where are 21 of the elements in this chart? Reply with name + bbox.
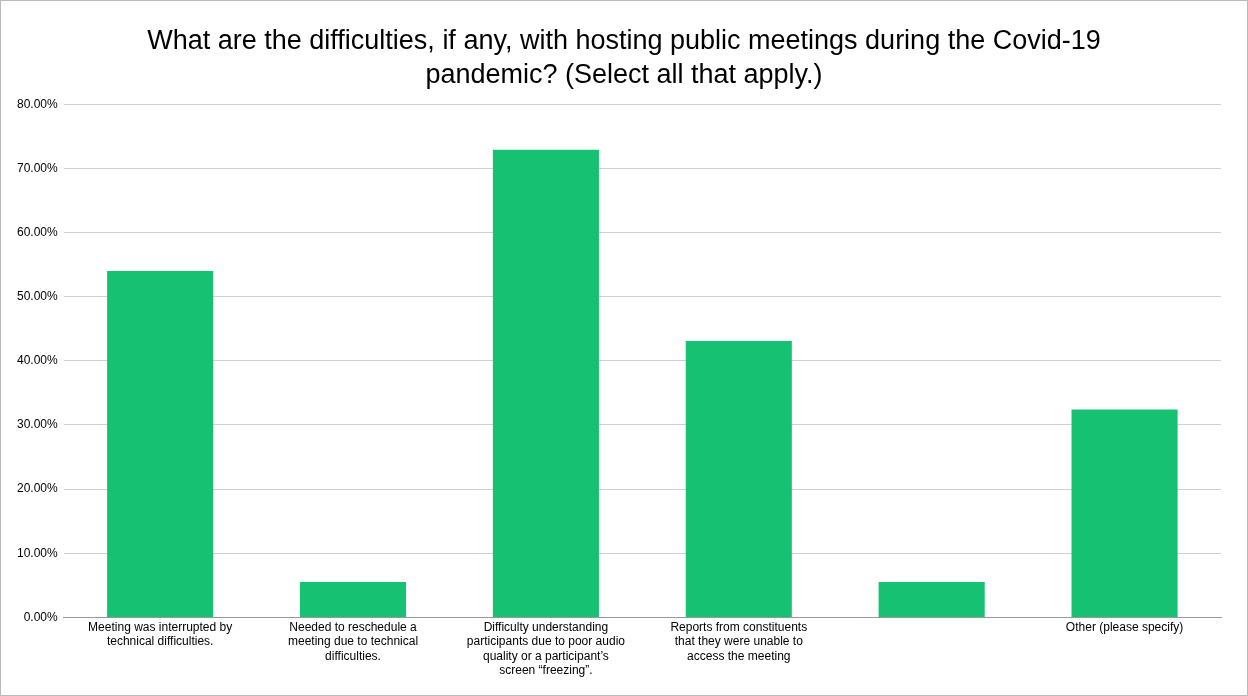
bar bbox=[299, 582, 407, 617]
x-tick-label: Reports from constituents that they were unable to access the meeting bbox=[670, 619, 808, 663]
x-tick-label: Needed to reschedule a meeting due to technical difficulties. bbox=[287, 619, 419, 663]
y-tick-label: 40.00% bbox=[17, 353, 59, 368]
y-tick-label: 80.00% bbox=[17, 96, 59, 111]
x-tick-label: Other (please specify) bbox=[1065, 619, 1184, 634]
y-tick-label: 70.00% bbox=[17, 160, 59, 175]
y-tick-label: 30.00% bbox=[17, 417, 59, 432]
y-tick-label: 0.00% bbox=[23, 609, 59, 624]
x-tick-label: Difficulty understanding participants due to poor audio quality or a participant’s screen “freezing”. bbox=[466, 619, 626, 678]
bar bbox=[492, 149, 599, 617]
chart-title: What are the difficulties, if any, with hosting public meetings during the Covid-19 pandemic? (Select all that apply.) bbox=[146, 24, 1102, 91]
bar bbox=[685, 340, 792, 617]
bar bbox=[878, 582, 985, 617]
y-tick-label: 50.00% bbox=[17, 288, 59, 303]
bar bbox=[107, 270, 214, 617]
y-tick-label: 20.00% bbox=[17, 481, 59, 496]
y-tick-label: 60.00% bbox=[17, 224, 59, 239]
bar bbox=[1071, 409, 1178, 617]
y-tick-label: 10.00% bbox=[17, 545, 59, 560]
x-tick-label: Meeting was interrupted by technical difficulties. bbox=[88, 619, 233, 649]
